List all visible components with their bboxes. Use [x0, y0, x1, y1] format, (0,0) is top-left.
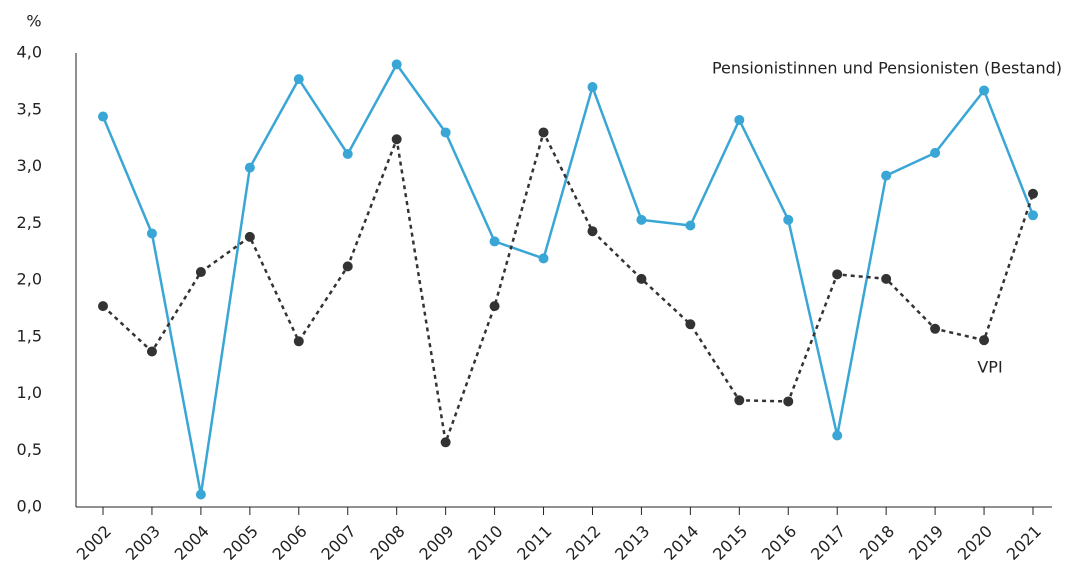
- data-point: [98, 301, 108, 312]
- x-tick-label: 2008: [366, 522, 408, 564]
- data-point: [98, 111, 108, 122]
- data-point: [391, 59, 402, 70]
- x-tick-label: 2007: [318, 522, 360, 564]
- data-point: [1028, 188, 1038, 199]
- y-tick-label: 0,5: [17, 440, 42, 459]
- data-point: [538, 127, 549, 138]
- data-point: [636, 214, 647, 225]
- data-point: [832, 430, 843, 441]
- y-tick-label: 2,5: [17, 213, 42, 232]
- x-tick-label: 2010: [464, 522, 506, 564]
- data-point: [391, 134, 402, 145]
- data-point: [489, 301, 500, 312]
- data-point: [195, 267, 206, 278]
- series-line: [102, 128, 1035, 443]
- data-point: [342, 261, 353, 272]
- data-point: [783, 214, 794, 225]
- data-point: [832, 269, 843, 280]
- x-tick-label: 2006: [269, 522, 311, 564]
- data-point: [734, 114, 745, 125]
- data-point: [342, 149, 353, 160]
- y-unit: %: [26, 12, 41, 31]
- x-tick-label: 2020: [954, 522, 996, 564]
- data-point: [538, 253, 549, 264]
- data-point: [146, 228, 157, 239]
- data-point: [244, 231, 255, 242]
- x-tick-label: 2003: [122, 522, 164, 564]
- data-point: [146, 346, 157, 357]
- series-line: [101, 62, 1035, 495]
- data-point: [489, 236, 500, 247]
- data-point: [930, 147, 941, 158]
- data-point: [979, 85, 990, 96]
- x-tick-label: 2012: [562, 522, 604, 564]
- x-tick-label: 2002: [73, 522, 115, 564]
- y-tick-label: 3,5: [17, 99, 42, 118]
- data-point: [293, 336, 304, 347]
- x-tick-label: 2016: [758, 522, 800, 564]
- data-point: [1028, 210, 1038, 221]
- x-tick-label: 2011: [513, 522, 555, 564]
- x-tick-label: 2004: [171, 522, 213, 564]
- x-tick-label: 2014: [660, 522, 702, 564]
- data-point: [636, 273, 647, 284]
- x-tick-label: 2005: [220, 522, 262, 564]
- data-point: [734, 395, 745, 406]
- data-point: [293, 74, 304, 85]
- data-point: [979, 335, 990, 346]
- series-label: Pensionistinnen und Pensionisten (Bestan…: [712, 59, 1062, 78]
- data-point: [440, 127, 451, 138]
- x-tick-label: 2019: [905, 522, 947, 564]
- data-point: [587, 226, 598, 237]
- data-point: [440, 437, 451, 448]
- y-tick-label: 1,5: [17, 326, 42, 345]
- data-point: [244, 162, 255, 173]
- x-tick-label: 2018: [856, 522, 898, 564]
- y-tick-label: 1,0: [17, 383, 42, 402]
- x-tick-label: 2013: [611, 522, 653, 564]
- y-tick-label: 2,0: [17, 270, 42, 289]
- data-point: [685, 319, 696, 330]
- data-point: [587, 82, 598, 93]
- data-point: [881, 273, 892, 284]
- y-tick-label: 3,0: [17, 156, 42, 175]
- y-tick-label: 4,0: [17, 43, 42, 62]
- data-point: [881, 170, 892, 181]
- data-point: [195, 489, 206, 500]
- y-tick-label: 0,0: [17, 497, 42, 516]
- x-tick-label: 2021: [1003, 522, 1045, 564]
- data-point: [930, 323, 941, 334]
- data-point: [783, 396, 794, 407]
- x-tick-label: 2009: [415, 522, 457, 564]
- x-tick-label: 2017: [807, 522, 849, 564]
- data-point: [685, 220, 696, 231]
- series-label: VPI: [977, 358, 1002, 377]
- x-tick-label: 2015: [709, 522, 751, 564]
